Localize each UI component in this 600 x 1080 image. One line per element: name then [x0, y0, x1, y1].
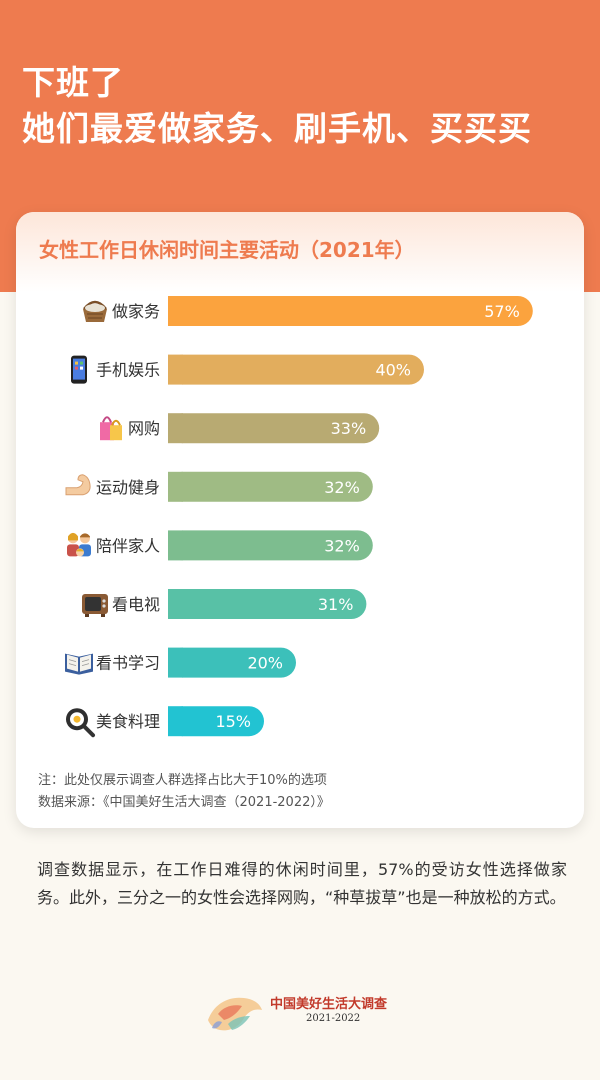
headline: 下班了 她们最爱做家务、刷手机、买买买 — [22, 60, 592, 152]
headline-line-2: 她们最爱做家务、刷手机、买买买 — [22, 109, 532, 148]
bar-1 — [168, 296, 533, 326]
bar-4-left-edge — [168, 471, 183, 502]
card-header-gradient — [16, 212, 584, 292]
category-label-6: 看电视 — [112, 595, 160, 614]
open-book-icon — [65, 653, 93, 675]
value-label-4: 32% — [324, 478, 360, 497]
category-label-3: 网购 — [128, 419, 160, 438]
bar-8-left-edge — [168, 706, 183, 737]
value-label-2: 40% — [375, 361, 411, 380]
survey-logo-icon — [208, 997, 262, 1031]
footer-years: 2021-2022 — [306, 1013, 361, 1024]
bar-3-left-edge — [168, 413, 183, 444]
category-label-2: 手机娱乐 — [96, 361, 160, 380]
bar-6-left-edge — [168, 589, 183, 619]
phone-icon — [71, 355, 87, 384]
bar-8 — [168, 706, 264, 737]
bar-4 — [168, 471, 373, 502]
value-label-3: 33% — [331, 419, 367, 438]
bar-3 — [168, 413, 380, 444]
value-label-6: 31% — [318, 595, 354, 614]
television-icon — [82, 594, 108, 617]
bar-5-left-edge — [168, 530, 183, 561]
bar-2 — [168, 354, 424, 385]
bar-7 — [168, 647, 296, 678]
chart-card: 女性工作日休闲时间主要活动（2021年） 57% 做家务 40% 手机娱乐 33% 网购 3… — [16, 212, 584, 828]
flexed-arm-icon — [65, 474, 91, 496]
bar-1-left-edge — [168, 296, 183, 326]
value-label-7: 20% — [247, 654, 283, 673]
value-label-1: 57% — [484, 302, 520, 321]
category-label-8: 美食料理 — [96, 712, 160, 731]
category-label-4: 运动健身 — [96, 478, 160, 497]
footer-brand: 中国美好生活大调查 — [270, 997, 388, 1012]
value-label-8: 15% — [215, 712, 251, 731]
category-label-7: 看书学习 — [96, 654, 160, 673]
bar-6 — [168, 589, 367, 619]
bar-2-left-edge — [168, 354, 183, 385]
frying-pan-icon — [66, 708, 95, 738]
category-label-1: 做家务 — [112, 302, 160, 321]
headline-line-1: 下班了 — [22, 63, 124, 102]
chart-source: 数据来源：《中国美好生活大调查（2021-2022）》 — [38, 795, 330, 810]
category-label-5: 陪伴家人 — [96, 536, 160, 555]
family-icon — [67, 532, 91, 557]
bar-5 — [168, 530, 373, 561]
value-label-5: 32% — [324, 536, 360, 555]
bar-7-left-edge — [168, 647, 183, 678]
chart-notes: 注：此处仅展示调查人群选择占比大于10%的选项 数据来源：《中国美好生活大调查（… — [38, 770, 330, 814]
chart-note: 注：此处仅展示调查人群选择占比大于10%的选项 — [38, 773, 327, 788]
basket-icon — [83, 300, 107, 322]
chart-title: 女性工作日休闲时间主要活动（2021年） — [39, 238, 415, 262]
description-text: 调查数据显示，在工作日难得的休闲时间里，57%的受访女性选择做家务。此外，三分之… — [37, 860, 567, 907]
bar-chart: 57% 做家务 40% 手机娱乐 33% 网购 32% 运动健身 32% 陪伴家人 31% 看电视 20… — [65, 296, 533, 738]
shopping-bags-icon — [100, 416, 122, 441]
